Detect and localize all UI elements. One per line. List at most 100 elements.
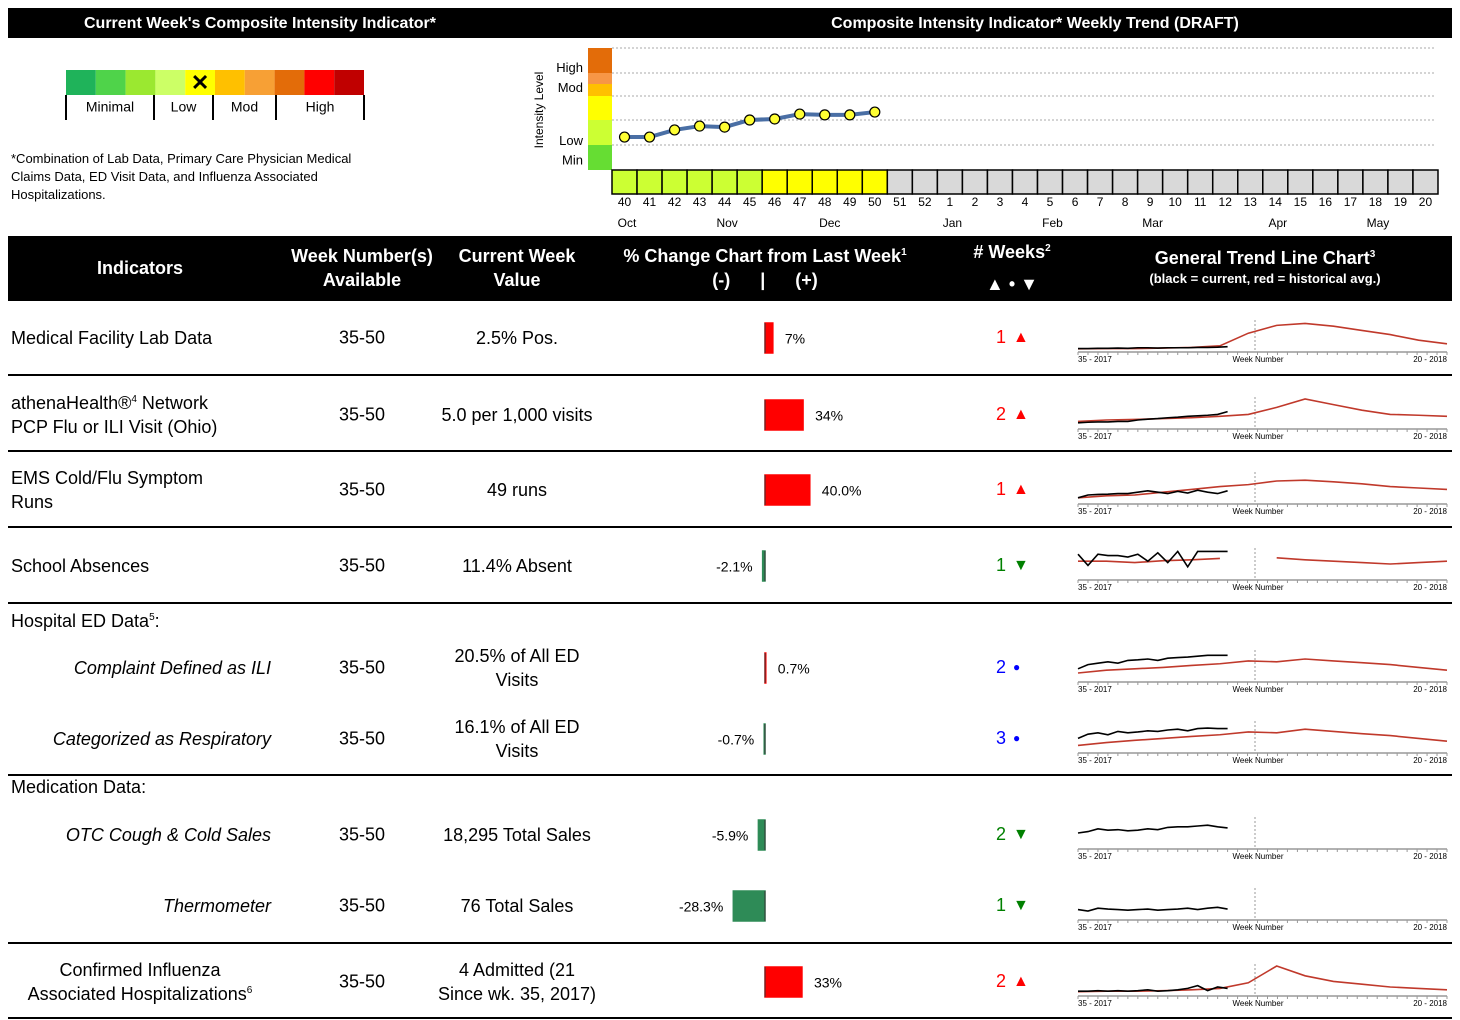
spark-label: 35 - 2017 — [1078, 999, 1112, 1008]
week-box — [861, 169, 889, 195]
current-value: 18,295 Total Sales — [443, 825, 591, 845]
spark-label: Week Number — [1233, 432, 1284, 441]
indicator-label: Medical Facility Lab Data — [11, 326, 246, 350]
weeks-available: 35-50 — [338, 824, 386, 845]
header-text: (-) — [712, 270, 731, 290]
current-value: 20.5% of All ED Visits — [454, 646, 580, 690]
header-text: (black = current, red = historical avg.) — [1149, 271, 1381, 286]
week-box — [811, 169, 839, 195]
pct-bar — [732, 890, 766, 922]
trend-point — [844, 109, 856, 121]
weeks-available: 35-50 — [338, 728, 386, 749]
week-label: 8 — [1122, 195, 1129, 209]
pct-bar — [764, 474, 811, 506]
week-box — [611, 169, 638, 195]
header-cell: General Trend Line Chart3 (black = curren… — [1075, 246, 1455, 288]
week-box — [786, 169, 813, 195]
pct-bar — [764, 322, 774, 354]
spark-label: 20 - 2018 — [1413, 432, 1447, 441]
week-label: 52 — [918, 195, 932, 209]
week-label: 51 — [893, 195, 907, 209]
scale-segment — [155, 70, 186, 95]
weeks-available: 35-50 — [338, 895, 386, 916]
section-text: Hospital ED Data — [11, 611, 150, 631]
week-box — [1111, 169, 1139, 195]
trend-point — [769, 113, 781, 125]
num-weeks: 2 — [996, 404, 1006, 424]
month-label: May — [1367, 216, 1390, 230]
historical-line — [1077, 479, 1448, 499]
week-box — [886, 169, 914, 195]
indicator-text: OTC Cough & Cold Sales — [65, 825, 271, 845]
header-text: Indicators — [96, 258, 184, 278]
indicator-text: Categorized as Respiratory — [52, 729, 271, 749]
month-label: Mar — [1142, 216, 1163, 230]
week-label: 20 — [1419, 195, 1433, 209]
pct-label: 33% — [814, 975, 842, 991]
week-label: 41 — [643, 195, 657, 209]
section-label: Medication Data: — [11, 777, 146, 798]
week-box — [1287, 169, 1314, 195]
spark-label: 20 - 2018 — [1413, 923, 1447, 932]
header-cell: Current Week Value — [447, 244, 587, 292]
spark-label: Week Number — [1233, 852, 1284, 861]
week-label: 47 — [793, 195, 807, 209]
indicator-text: Confirmed Influenza Associated Hospitali… — [27, 960, 247, 1004]
week-box — [1061, 169, 1089, 195]
num-weeks: 3 — [996, 728, 1006, 748]
weeks-available: 35-50 — [338, 555, 386, 576]
scale-segment — [215, 70, 245, 95]
spark-label: 35 - 2017 — [1078, 583, 1112, 592]
current-line — [1077, 727, 1228, 740]
spark-label: 20 - 2018 — [1413, 583, 1447, 592]
week-label: 2 — [972, 195, 979, 209]
week-label: 40 — [618, 195, 632, 209]
week-label: 10 — [1168, 195, 1182, 209]
current-value: 4 Admitted (21 Since wk. 35, 2017) — [437, 960, 597, 1004]
scale-segment — [95, 70, 126, 95]
week-label: 5 — [1047, 195, 1054, 209]
historical-line — [1077, 658, 1448, 674]
weeks-available: 35-50 — [338, 657, 386, 678]
scale-segment — [185, 70, 215, 95]
spark-label: 20 - 2018 — [1413, 999, 1447, 1008]
weeks-available: 35-50 — [338, 327, 386, 348]
spark-label: 35 - 2017 — [1078, 685, 1112, 694]
trend-point — [869, 106, 881, 118]
trend-symbol: ▲ — [1013, 329, 1029, 346]
scale-label: Minimal — [86, 99, 134, 115]
week-label: 12 — [1219, 195, 1233, 209]
week-box — [711, 169, 738, 195]
month-label: Nov — [716, 216, 737, 230]
scale-segment — [66, 70, 96, 95]
header-text: 2 — [1045, 243, 1051, 254]
week-label: 17 — [1344, 195, 1358, 209]
footnote: *Combination of Lab Data, Primary Care P… — [11, 151, 352, 202]
weeks-available: 35-50 — [338, 971, 386, 992]
pct-label: -28.3% — [679, 899, 723, 915]
week-label: 11 — [1194, 195, 1207, 209]
trend-point — [668, 124, 681, 136]
y-tick-label: Min — [562, 152, 583, 167]
scale-label: Low — [171, 99, 198, 115]
spark-label: 20 - 2018 — [1413, 355, 1447, 364]
num-weeks: 1 — [996, 895, 1006, 915]
historical-line — [1077, 398, 1448, 423]
week-label: 9 — [1147, 195, 1154, 209]
week-label: 15 — [1294, 195, 1308, 209]
current-line — [1077, 550, 1228, 569]
month-label: Apr — [1268, 216, 1287, 230]
indicator-label: EMS Cold/Flu Symptom Runs — [11, 466, 246, 514]
trend-symbol: ▼ — [1013, 557, 1029, 574]
section-label: Hospital ED Data5: — [11, 611, 160, 632]
indicator-text: Medical Facility Lab Data — [11, 328, 213, 348]
indicator-text: Complaint Defined as ILI — [73, 658, 271, 678]
week-box — [1387, 169, 1414, 195]
week-label: 4 — [1022, 195, 1029, 209]
week-box — [1237, 169, 1264, 195]
indicator-text: Thermometer — [162, 896, 271, 916]
week-label: 16 — [1319, 195, 1333, 209]
header-text: # Weeks — [973, 242, 1046, 262]
header-text: | — [760, 270, 766, 290]
